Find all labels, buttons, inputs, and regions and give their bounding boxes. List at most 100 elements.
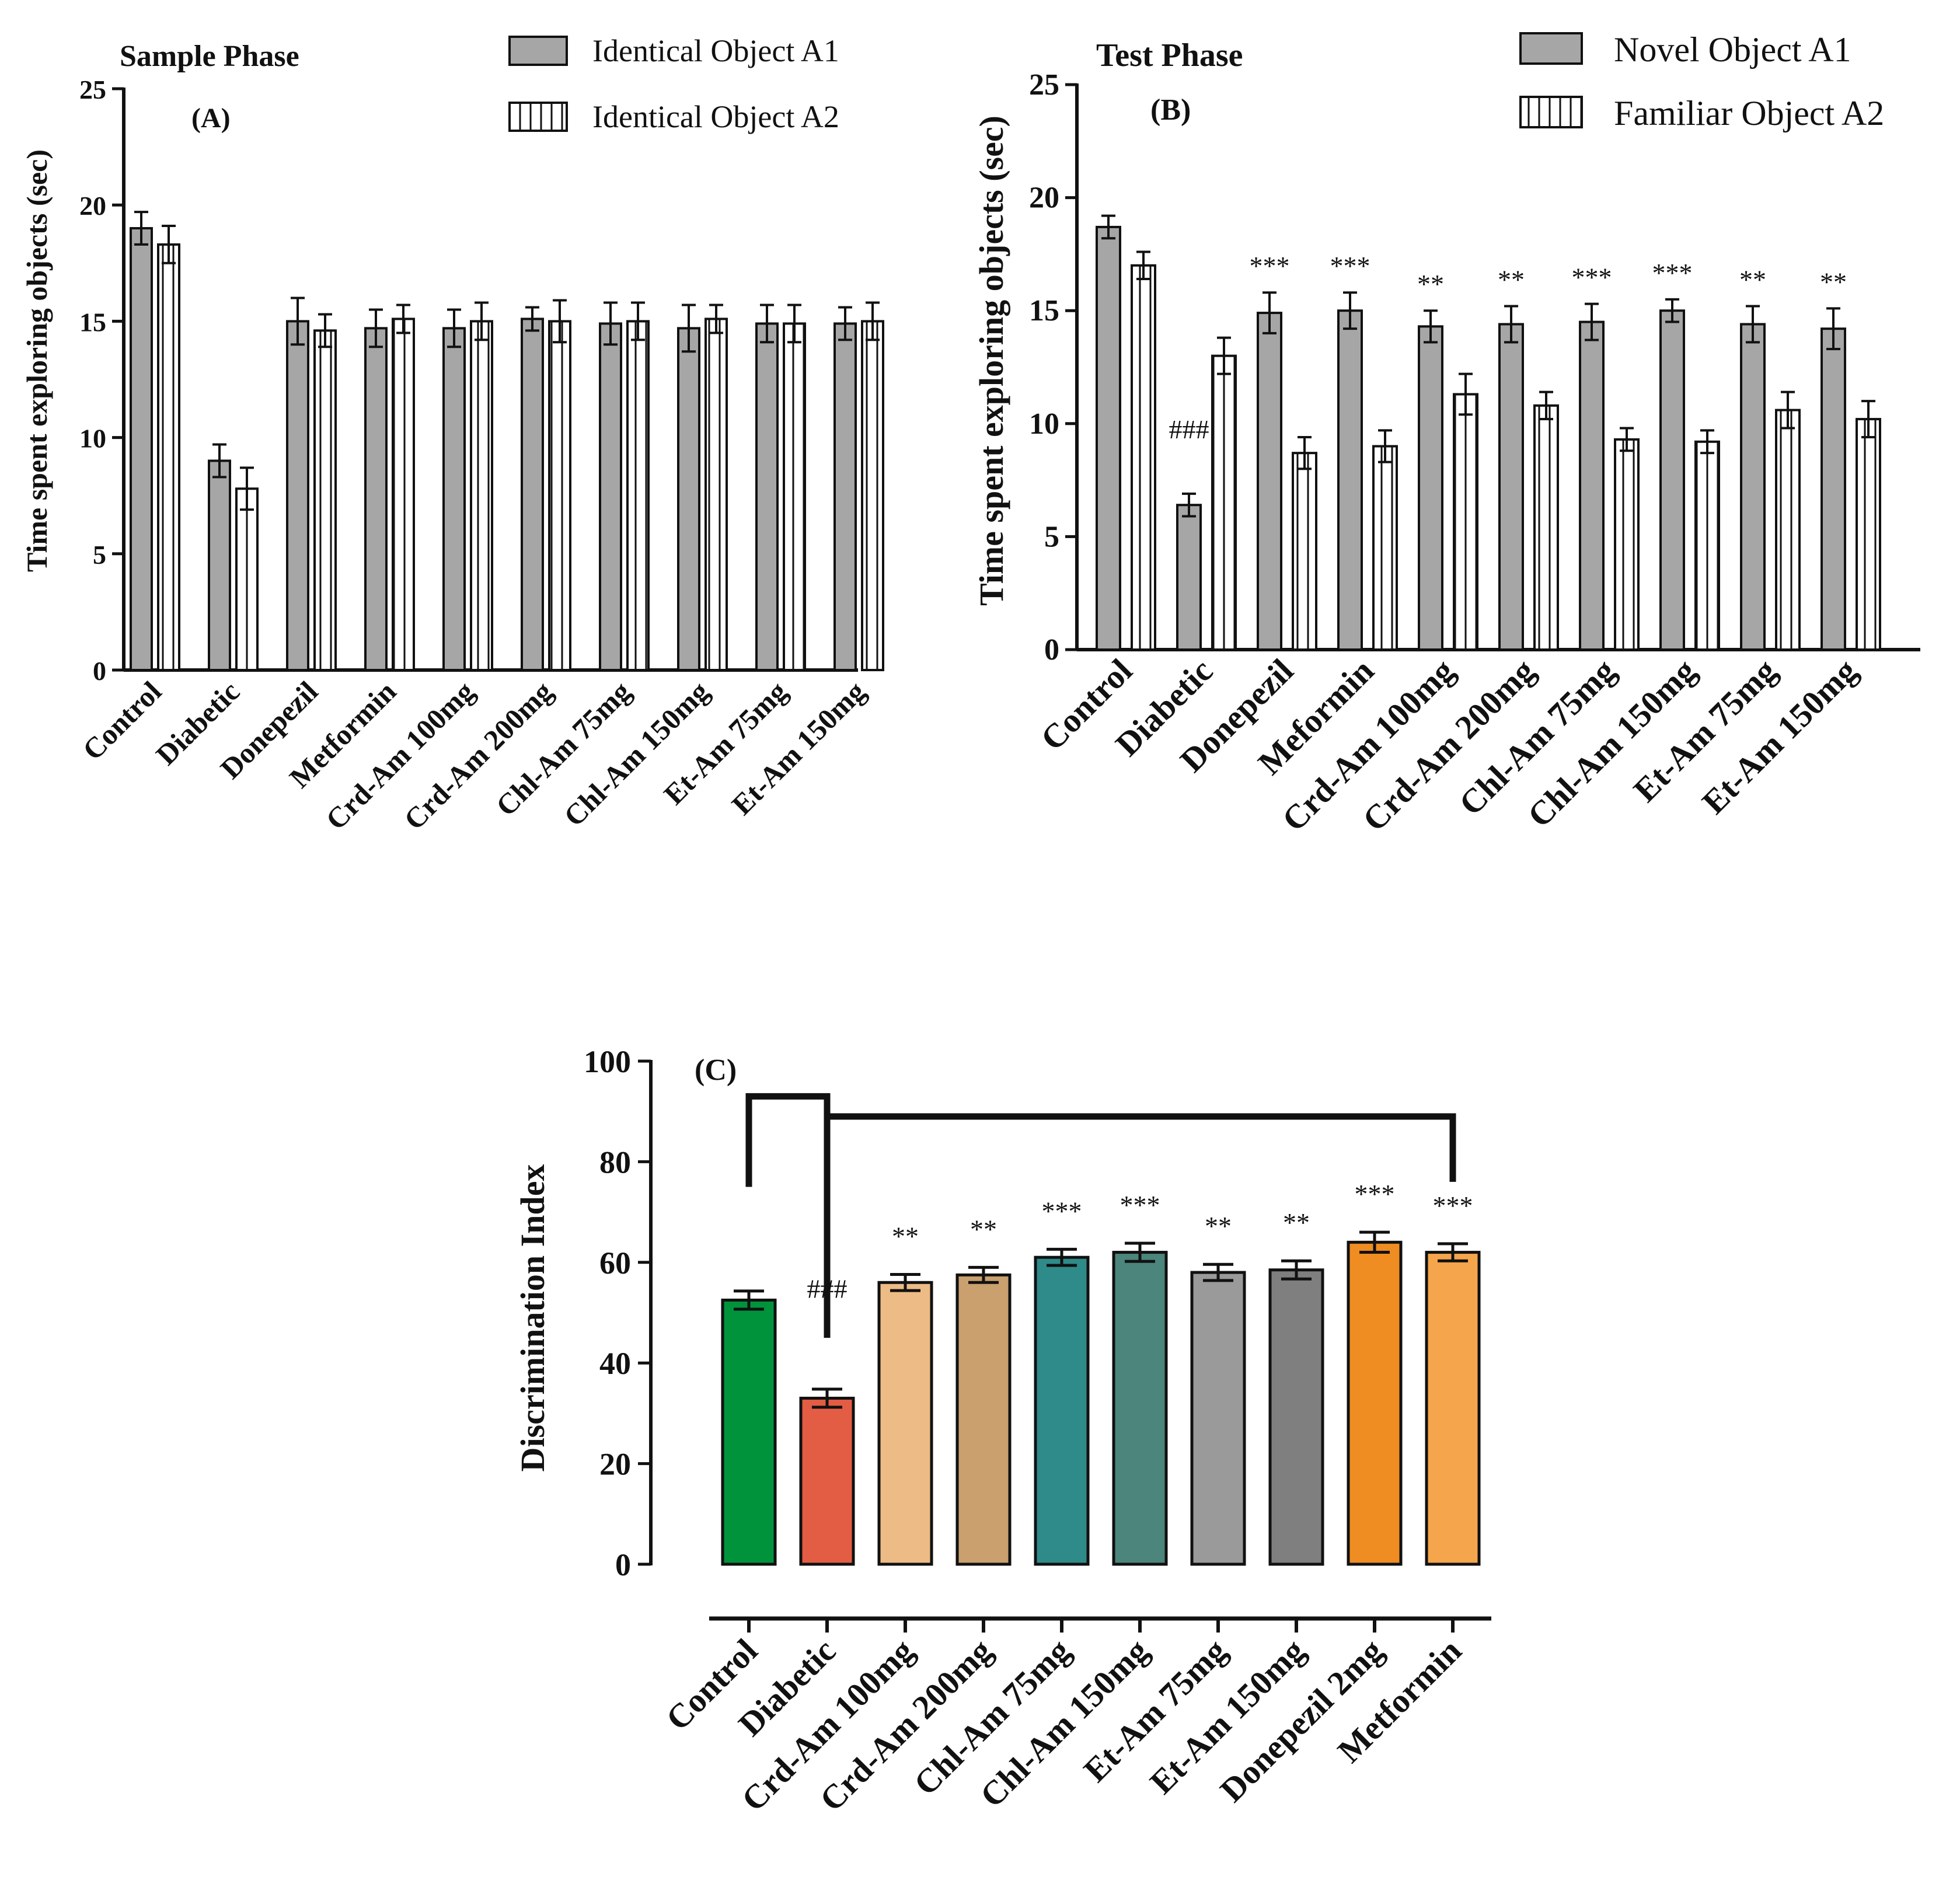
- panel-c-bar-chl-am-150mg: [1112, 1251, 1168, 1566]
- panel-c-y-tick-label: 100: [584, 1044, 631, 1079]
- panel-c-bar-chl-am-75mg: [1034, 1255, 1090, 1566]
- panel-c-significance-et-am-150mg: **: [1283, 1208, 1310, 1237]
- panel-b-bar-novel-object-a1-chl-am-150mg: [1659, 309, 1685, 651]
- panel-c-y-tick-label: 80: [599, 1145, 631, 1180]
- panel-a-bar-identical-object-a1-et-am-150mg: [833, 322, 857, 671]
- panel-a-y-tick-label: 5: [93, 540, 106, 570]
- legend-label-identical-object-a2: Identical Object A2: [592, 99, 839, 134]
- panel-a-label: (A): [191, 103, 231, 134]
- panel-c-label: (C): [695, 1054, 737, 1087]
- legend-swatch-identical-object-a2: [508, 102, 568, 132]
- panel-a-bar-identical-object-a2-donepezil: [313, 329, 337, 671]
- panel-c-bar-donepezil-2mg: [1347, 1240, 1403, 1566]
- panel-b-significance-et-am-150mg: **: [1820, 267, 1847, 297]
- panel-a-y-tick-label: 0: [93, 656, 106, 686]
- panel-b-bar-familiar-object-a2-meformin: [1372, 445, 1398, 651]
- panel-a-bar-identical-object-a2-control: [157, 243, 180, 672]
- panel-b-y-tick-label: 15: [1029, 294, 1059, 327]
- panel-a-bar-identical-object-a1-metformin: [364, 327, 388, 671]
- panel-b-significance-diabetic: ###: [1169, 414, 1209, 444]
- panel-c-significance-crd-am-200mg: **: [970, 1214, 997, 1244]
- panel-c-bar-et-am-150mg: [1268, 1268, 1324, 1566]
- panel-b-y-tick-label: 0: [1044, 633, 1059, 667]
- panel-b-bar-novel-object-a1-chl-am-75mg: [1579, 320, 1605, 651]
- panel-a-category-label-et-am-150mg: Et-Am 150mg: [726, 675, 872, 821]
- panel-c-significance-metformin: ***: [1433, 1191, 1473, 1220]
- panel-c-bar-control: [721, 1298, 777, 1566]
- panel-b-legend: Novel Object A1 Familiar Object A2: [1519, 30, 1884, 132]
- panel-b-bar-novel-object-a1-control: [1096, 225, 1121, 651]
- panel-b-bar-novel-object-a1-crd-am-200mg: [1498, 323, 1524, 651]
- panel-a-bar-identical-object-a2-crd-am-200mg: [548, 320, 571, 671]
- panel-b-significance-donepezil: ***: [1250, 251, 1290, 281]
- panel-b-bar-familiar-object-a2-chl-am-75mg: [1614, 438, 1640, 651]
- panel-b-bar-familiar-object-a2-crd-am-200mg: [1533, 404, 1559, 651]
- panel-a-bar-identical-object-a1-crd-am-100mg: [442, 327, 466, 671]
- panel-a-y-tick-label: 10: [79, 424, 106, 454]
- panel-c-bar-diabetic: [799, 1397, 855, 1566]
- panel-a-sample-phase: Sample Phase (A) Time spent exploring ob…: [20, 33, 884, 836]
- panel-a-bar-identical-object-a1-crd-am-200mg: [521, 318, 544, 671]
- panel-a-bar-identical-object-a2-metformin: [392, 318, 415, 671]
- panel-a-bar-identical-object-a1-chl-am-150mg: [677, 327, 700, 671]
- comparison-bracket-diabetic-vs-treatments: [827, 1113, 1456, 1182]
- panel-b-y-tick-label: 25: [1029, 68, 1059, 102]
- panel-a-bar-identical-object-a2-crd-am-100mg: [470, 320, 493, 671]
- panel-a-bar-identical-object-a2-et-am-150mg: [861, 320, 884, 671]
- panel-c-significance-chl-am-75mg: ***: [1042, 1196, 1082, 1226]
- panel-b-bar-familiar-object-a2-et-am-75mg: [1775, 409, 1801, 651]
- panel-c-bar-et-am-75mg: [1190, 1271, 1246, 1566]
- legend-swatch-identical-object-a1: [508, 36, 568, 66]
- panel-a-legend: Identical Object A1 Identical Object A2: [508, 33, 839, 134]
- panel-a-y-tick-label: 15: [79, 307, 106, 337]
- panel-b-bar-novel-object-a1-crd-am-100mg: [1418, 325, 1443, 651]
- legend-label-identical-object-a1: Identical Object A1: [592, 33, 839, 68]
- legend-swatch-familiar-object-a2: [1519, 96, 1583, 128]
- legend-label-familiar-object-a2: Familiar Object A2: [1614, 94, 1884, 132]
- panel-b-significance-et-am-75mg: **: [1739, 264, 1766, 294]
- panel-a-bar-identical-object-a2-diabetic: [235, 487, 259, 671]
- panel-b-bar-novel-object-a1-et-am-150mg: [1821, 327, 1846, 651]
- panel-a-bar-identical-object-a2-chl-am-75mg: [626, 320, 650, 671]
- panel-a-plot: 0510152025ControlDiabeticDonepezilMetfor…: [76, 75, 884, 836]
- panel-b-significance-chl-am-75mg: ***: [1572, 263, 1612, 292]
- panel-c-bar-crd-am-100mg: [877, 1281, 933, 1566]
- panel-a-y-axis-title: Time spent exploring objects (sec): [20, 149, 53, 572]
- panel-b-bar-novel-object-a1-meformin: [1337, 309, 1363, 651]
- panel-a-y-tick-label: 20: [79, 191, 106, 221]
- panel-b-y-tick-label: 10: [1029, 407, 1059, 441]
- comparison-bracket-control-vs-diabetic: [745, 1093, 831, 1338]
- panel-b-title: Test Phase: [1096, 37, 1243, 74]
- panel-a-category-label-chl-am-75mg: Chl-Am 75mg: [490, 675, 637, 822]
- panel-c-bar-metformin: [1425, 1251, 1481, 1566]
- panel-c-significance-donepezil-2mg: ***: [1355, 1179, 1395, 1209]
- panel-b-bar-novel-object-a1-donepezil: [1257, 312, 1282, 651]
- panel-a-bar-identical-object-a1-control: [130, 227, 153, 672]
- panel-b-bar-familiar-object-a2-control: [1131, 264, 1156, 651]
- panel-b-significance-crd-am-100mg: **: [1417, 269, 1444, 299]
- panel-b-y-tick-label: 5: [1044, 520, 1059, 553]
- panel-b-significance-crd-am-200mg: **: [1498, 264, 1525, 294]
- legend-swatch-novel-object-a1: [1519, 32, 1583, 65]
- panel-c-y-axis-title: Discrimination Index: [514, 1164, 552, 1472]
- panel-b-y-tick-label: 20: [1029, 182, 1059, 215]
- panel-a-bar-identical-object-a2-et-am-75mg: [783, 322, 806, 671]
- panel-b-bar-familiar-object-a2-crd-am-100mg: [1453, 393, 1478, 651]
- panel-a-bar-identical-object-a1-chl-am-75mg: [599, 322, 622, 671]
- panel-c-y-tick-label: 0: [615, 1547, 631, 1582]
- panel-b-bar-novel-object-a1-diabetic: [1176, 504, 1202, 651]
- panel-b-test-phase: Test Phase (B) Time spent exploring obje…: [972, 30, 1920, 839]
- panel-b-significance-chl-am-150mg: ***: [1652, 258, 1693, 288]
- panel-c-significance-chl-am-150mg: ***: [1120, 1190, 1160, 1220]
- panel-a-y-tick-label: 25: [79, 75, 106, 104]
- panel-a-title: Sample Phase: [120, 40, 299, 73]
- panel-b-bar-familiar-object-a2-donepezil: [1292, 452, 1317, 651]
- panel-b-bar-familiar-object-a2-et-am-150mg: [1856, 418, 1881, 651]
- legend-label-novel-object-a1: Novel Object A1: [1614, 30, 1851, 69]
- panel-a-bar-identical-object-a1-diabetic: [208, 459, 231, 671]
- panel-a-bar-identical-object-a2-chl-am-150mg: [705, 318, 728, 671]
- panel-c-significance-crd-am-100mg: **: [892, 1221, 919, 1251]
- panel-c-y-tick-label: 40: [599, 1346, 631, 1381]
